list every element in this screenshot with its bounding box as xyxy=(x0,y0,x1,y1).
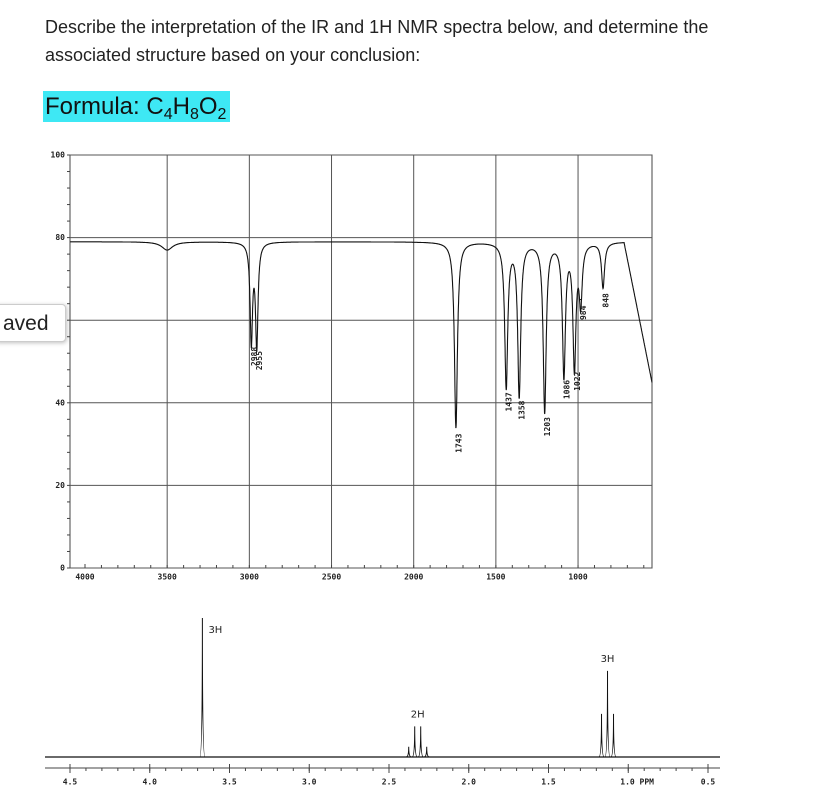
x-tick-label: 4.0 xyxy=(143,778,158,787)
y-tick-label: 20 xyxy=(55,481,65,490)
count: 2 xyxy=(217,106,227,123)
nmr-line xyxy=(411,726,418,758)
peak-label: 2955 xyxy=(255,351,264,370)
question-line: Describe the interpretation of the IR an… xyxy=(45,17,709,37)
peak-label: 1358 xyxy=(518,400,527,419)
integration-label: 3H xyxy=(601,654,615,665)
y-tick-label: 0 xyxy=(60,564,65,573)
x-tick-label: 0.5 xyxy=(701,778,716,787)
nmr-line xyxy=(417,726,424,758)
count: 4 xyxy=(163,106,173,123)
x-tick-label: 3000 xyxy=(240,573,259,582)
nmr-line xyxy=(406,746,412,758)
integration-label: 3H xyxy=(208,625,222,636)
formula-prefix: Formula: xyxy=(45,93,147,120)
nmr-multiplet xyxy=(406,726,430,758)
x-tick-label: 1000 xyxy=(568,573,587,582)
element: C xyxy=(146,93,164,120)
nmr-multiplet xyxy=(199,617,206,758)
count: 8 xyxy=(189,106,199,123)
x-tick-label: 1.5 xyxy=(541,778,556,787)
x-tick-label: 2500 xyxy=(322,573,341,582)
x-tick-label: 4.5 xyxy=(63,778,78,787)
question-line: associated structure based on your concl… xyxy=(45,45,421,65)
peak-label: 1086 xyxy=(562,380,571,399)
element: H xyxy=(172,93,190,120)
x-tick-label: 2.5 xyxy=(382,778,397,787)
peak-label: 1743 xyxy=(454,433,463,452)
nmr-line xyxy=(199,617,206,758)
y-tick-label: 80 xyxy=(55,233,65,242)
x-tick-label: 2.0 xyxy=(462,778,477,787)
peak-label: 2988 xyxy=(250,347,259,366)
nmr-multiplet xyxy=(598,670,617,758)
nmr-line xyxy=(604,670,611,758)
nmr-line xyxy=(598,713,605,758)
x-tick-label: 3500 xyxy=(158,573,177,582)
ir-trace xyxy=(70,241,653,428)
peak-label: 848 xyxy=(602,293,611,308)
y-tick-label: 40 xyxy=(55,398,65,407)
formula: Formula: C4H8O2 xyxy=(43,91,231,123)
peak-label: 1203 xyxy=(543,417,552,436)
x-tick-label: 1500 xyxy=(486,573,505,582)
x-tick-label: 3.0 xyxy=(302,778,317,787)
peak-label: 1437 xyxy=(505,392,514,411)
x-tick-label: 1.0 PPM xyxy=(620,778,654,787)
nmr-line xyxy=(610,713,617,758)
peak-label: 984 xyxy=(579,305,588,320)
x-tick-label: 4000 xyxy=(75,573,94,582)
sidebar-tab[interactable]: aved xyxy=(0,304,66,342)
x-tick-label: 3.5 xyxy=(222,778,237,787)
nmr-line xyxy=(424,746,430,758)
element: O xyxy=(198,93,218,120)
x-tick-label: 2000 xyxy=(404,573,423,582)
integration-label: 2H xyxy=(411,709,425,720)
peak-label: 1022 xyxy=(573,371,582,390)
y-tick-label: 100 xyxy=(51,151,66,160)
